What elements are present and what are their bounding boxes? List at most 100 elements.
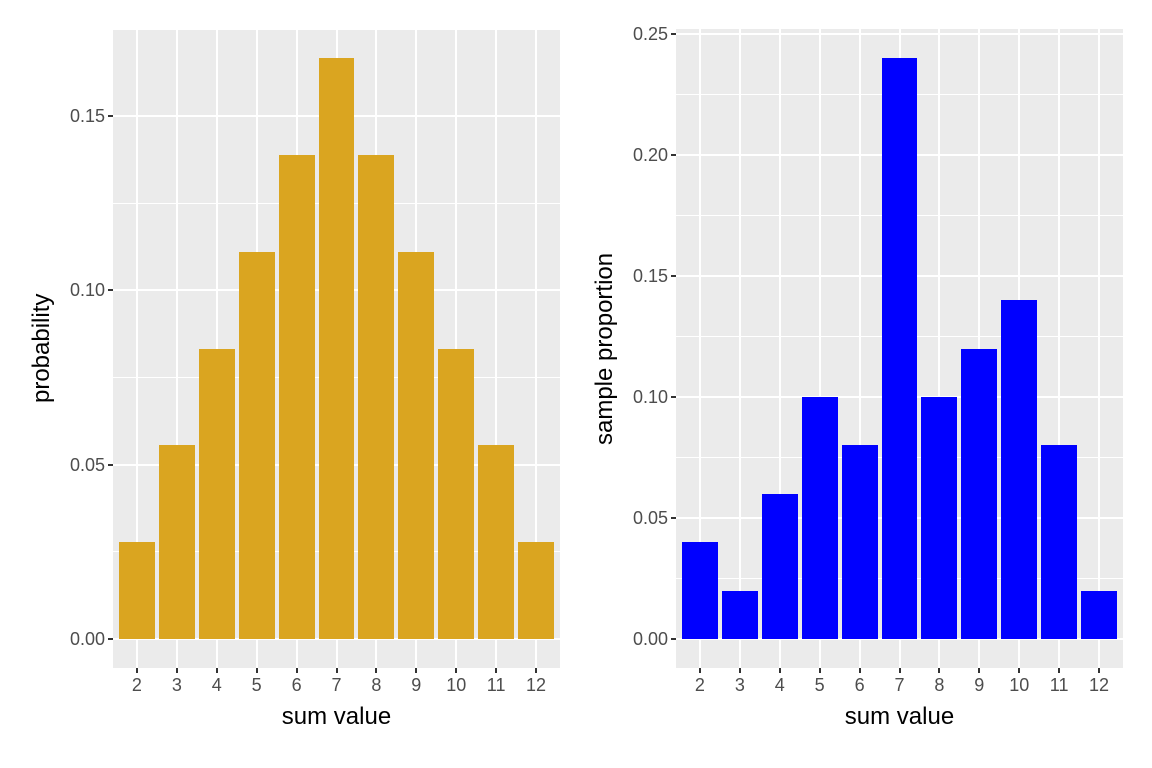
x-axis-tick: [295, 668, 298, 673]
bar: [841, 445, 878, 639]
x-axis-tick-label: 11: [486, 675, 506, 695]
x-axis-title: sum value: [844, 703, 955, 730]
bar: [1001, 300, 1038, 639]
vertical-gridline: [698, 29, 701, 668]
x-axis-tick: [698, 668, 701, 673]
y-axis-tick-label: 0.00: [632, 628, 668, 649]
x-axis-tick-label: 5: [251, 675, 262, 695]
x-axis-tick: [978, 668, 981, 673]
vertical-gridline: [1058, 29, 1061, 668]
x-axis-tick: [455, 668, 458, 673]
y-axis-tick-label: 0.00: [69, 628, 105, 649]
y-axis-title: sample proportion: [591, 252, 618, 445]
x-axis-tick: [255, 668, 258, 673]
bar: [1081, 590, 1117, 639]
y-axis-tick: [671, 153, 676, 156]
y-axis-tick: [671, 637, 676, 640]
x-axis-tick: [738, 668, 741, 673]
probability-chart: probability sum value 0.00 0.05 0.10 0.15 2 3…: [28, 29, 560, 730]
bar: [278, 154, 315, 639]
bar: [518, 542, 554, 639]
vertical-gridline: [175, 29, 178, 668]
y-axis-tick: [108, 637, 113, 640]
bar: [358, 154, 395, 639]
x-axis-tick-label: 10: [446, 675, 467, 695]
x-axis-tick-label: 8: [934, 675, 945, 695]
x-axis-title: sum value: [281, 703, 392, 730]
bar: [801, 396, 838, 639]
y-axis-tick: [671, 516, 676, 519]
bar: [398, 251, 435, 639]
vertical-gridline: [215, 29, 218, 668]
vertical-gridline: [738, 29, 741, 668]
y-axis-tick-label: 0.25: [632, 23, 668, 44]
x-axis-tick-label: 10: [1009, 675, 1030, 695]
vertical-gridline: [938, 29, 941, 668]
y-axis-tick: [108, 463, 113, 466]
x-axis-tick-label: 12: [526, 675, 547, 695]
x-axis-tick-label: 2: [694, 675, 705, 695]
sample-proportion-chart: sample proportion sum value 0.00 0.05 0.10…: [576, 0, 1152, 768]
x-axis-tick-label: 11: [1049, 675, 1069, 695]
x-axis-tick: [858, 668, 861, 673]
x-axis-tick: [415, 668, 418, 673]
x-axis-tick: [1058, 668, 1061, 673]
y-axis-tick-label: 0.10: [632, 386, 668, 407]
bar: [478, 445, 515, 639]
x-axis-tick: [135, 668, 138, 673]
y-axis-tick-label: 0.20: [632, 144, 668, 165]
x-axis-tick-label: 7: [894, 675, 905, 695]
plot-panel: [676, 29, 1123, 668]
vertical-gridline: [535, 29, 538, 668]
y-axis-tick-label: 0.05: [632, 507, 668, 528]
bar: [681, 542, 718, 639]
vertical-gridline: [858, 29, 861, 668]
y-axis-tick: [108, 115, 113, 118]
x-axis-tick: [778, 668, 781, 673]
bar: [438, 348, 475, 639]
x-axis-tick: [1018, 668, 1021, 673]
bar: [198, 348, 235, 639]
vertical-gridline: [1098, 29, 1101, 668]
bar: [761, 493, 798, 639]
y-axis-tick-label: 0.15: [69, 106, 105, 127]
x-axis-tick-label: 9: [974, 675, 985, 695]
x-axis-tick-label: 5: [814, 675, 825, 695]
x-axis-tick-label: 9: [411, 675, 422, 695]
x-axis-tick: [335, 668, 338, 673]
vertical-gridline: [495, 29, 498, 668]
bar: [318, 57, 355, 639]
y-axis-tick-label: 0.05: [69, 454, 105, 475]
y-axis-tick: [671, 32, 676, 35]
x-axis-tick-label: 6: [854, 675, 865, 695]
y-axis-tick: [671, 274, 676, 277]
x-axis-tick: [215, 668, 218, 673]
vertical-gridline: [455, 29, 458, 668]
y-axis-tick-label: 0.10: [69, 280, 105, 301]
vertical-gridline: [135, 29, 138, 668]
x-axis-tick-label: 3: [734, 675, 745, 695]
x-axis-tick-label: 6: [291, 675, 302, 695]
x-axis-tick-label: 7: [331, 675, 342, 695]
vertical-gridline: [818, 29, 821, 668]
x-axis-tick-label: 4: [211, 675, 222, 695]
x-axis-tick: [1098, 668, 1101, 673]
y-axis-tick: [671, 395, 676, 398]
x-axis-tick: [938, 668, 941, 673]
x-axis-tick: [375, 668, 378, 673]
x-axis-tick-label: 2: [131, 675, 142, 695]
x-axis-tick-label: 3: [171, 675, 182, 695]
bar: [118, 542, 155, 639]
y-axis-tick: [108, 289, 113, 292]
bar: [238, 251, 275, 639]
y-axis-tick-label: 0.15: [632, 265, 668, 286]
bar: [158, 445, 195, 639]
x-axis-tick-label: 8: [371, 675, 382, 695]
bar: [1041, 445, 1078, 639]
vertical-gridline: [778, 29, 781, 668]
x-axis-tick: [535, 668, 538, 673]
plot-panel: [113, 29, 560, 668]
bar: [921, 396, 958, 639]
x-axis-tick: [495, 668, 498, 673]
